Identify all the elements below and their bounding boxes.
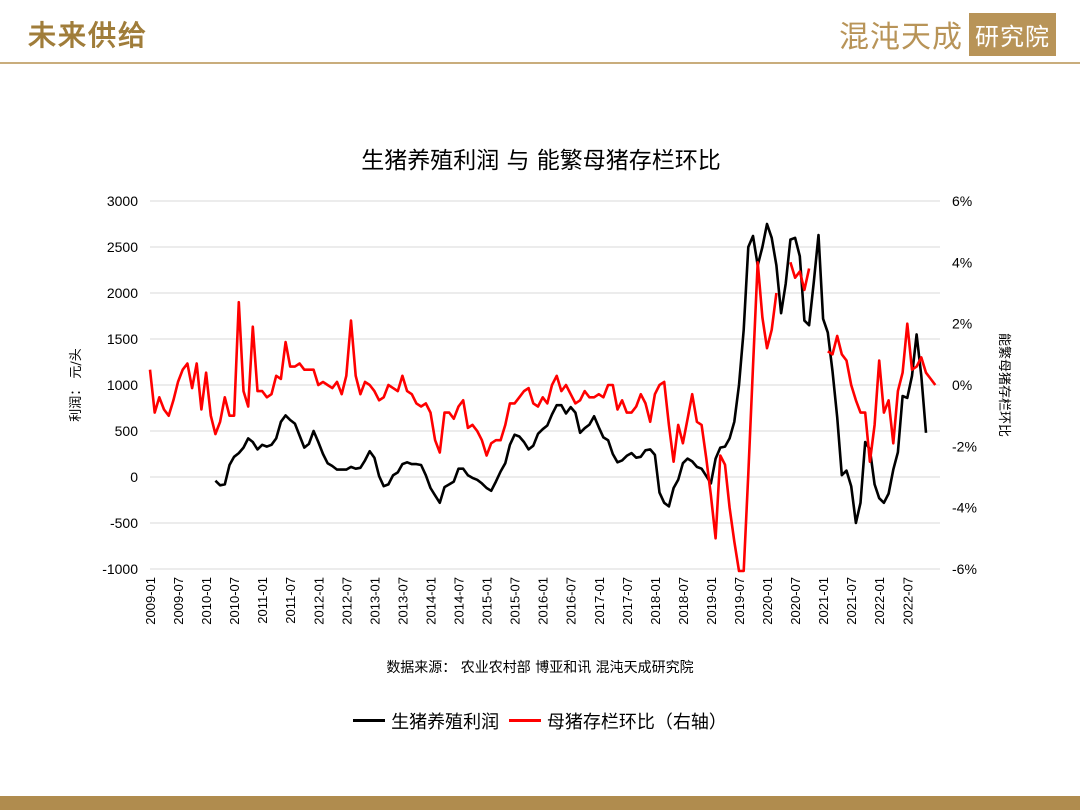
y-right-tick-label: 2% [952, 316, 972, 332]
logo-box-text: 研究院 [969, 12, 1056, 56]
y-left-tick-label: 1500 [107, 331, 138, 347]
source-note: 数据来源： 农业农村部 博亚和讯 混沌天成研究院 [386, 660, 694, 676]
legend-item-profit: 生猪养殖利润 [353, 708, 499, 734]
x-tick-label: 2015-07 [508, 577, 523, 625]
line-chart: 生猪养殖利润 与 能繁母猪存栏环比 3000 2500 2000 1500 1000 50… [69, 148, 1012, 625]
header-divider [0, 62, 1080, 64]
legend-swatch-sow [508, 719, 541, 722]
gridlines [150, 200, 940, 570]
company-logo: 混沌天成 研究院 [839, 12, 1056, 56]
x-tick-label: 2010-01 [199, 577, 214, 625]
series-line-profit [214, 222, 928, 525]
x-tick-label: 2021-07 [844, 577, 859, 625]
x-tick-label: 2014-01 [423, 577, 438, 625]
y-axis-right-label: 能繁母猪存栏环比 [996, 333, 1012, 437]
x-tick-label: 2017-01 [592, 577, 607, 625]
y-axis-left-label: 利润： 元/头 [69, 348, 84, 422]
y-left-tick-label: 0 [130, 469, 138, 485]
x-tick-label: 2018-01 [648, 577, 663, 625]
x-tick-label: 2016-07 [564, 577, 579, 625]
x-tick-label: 2020-01 [760, 577, 775, 625]
x-tick-label: 2014-07 [452, 577, 467, 625]
y-right-tick-label: 6% [952, 193, 972, 209]
x-tick-label: 2022-07 [900, 577, 915, 625]
series-line-sow [789, 261, 811, 292]
y-right-tick-label: 4% [952, 254, 972, 270]
y-left-tick-label: 2500 [107, 239, 138, 255]
x-tick-label: 2015-01 [480, 577, 495, 625]
legend-label-sow: 母猪存栏环比（右轴） [546, 711, 727, 733]
x-tick-label: 2016-01 [536, 577, 551, 625]
y-axis-right: 6% 4% 2% 0% -2% -4% -6% [952, 193, 977, 577]
y-left-tick-label: 1000 [107, 377, 138, 393]
x-axis: 2009-01 2009-07 2010-01 2010-07 2011-01 2011-… [143, 577, 915, 625]
y-left-tick-label: -1000 [102, 561, 138, 577]
series-line-sow [148, 260, 778, 573]
x-tick-label: 2012-07 [339, 577, 354, 625]
y-right-tick-label: -4% [952, 500, 977, 516]
x-tick-label: 2011-07 [283, 577, 298, 624]
legend-swatch-profit [353, 719, 386, 722]
legend-label-profit: 生猪养殖利润 [391, 711, 500, 733]
x-tick-label: 2018-07 [676, 577, 691, 625]
x-tick-label: 2013-07 [395, 577, 410, 625]
x-tick-label: 2012-01 [311, 577, 326, 625]
x-tick-label: 2009-01 [143, 577, 158, 625]
footer-bar [0, 796, 1080, 810]
y-left-tick-label: 3000 [107, 193, 138, 209]
y-axis-left: 3000 2500 2000 1500 1000 500 0 -500 -1000 [102, 193, 138, 577]
x-tick-label: 2017-07 [620, 577, 635, 625]
y-right-tick-label: 0% [952, 377, 972, 393]
y-right-tick-label: -2% [952, 438, 977, 454]
x-tick-label: 2011-01 [255, 577, 270, 624]
x-tick-label: 2009-07 [171, 577, 186, 625]
page-title: 未来供给 [28, 19, 149, 52]
series-lines [148, 222, 937, 573]
x-tick-label: 2022-01 [872, 577, 887, 625]
chart-legend: 生猪养殖利润 母猪存栏环比（右轴） [0, 706, 1080, 734]
y-left-tick-label: 500 [115, 423, 139, 439]
legend-item-sow: 母猪存栏环比（右轴） [508, 708, 727, 734]
x-tick-label: 2019-07 [732, 577, 747, 625]
series-line-sow [827, 322, 937, 464]
x-tick-label: 2010-07 [227, 577, 242, 625]
x-tick-label: 2019-01 [704, 577, 719, 625]
chart-title: 生猪养殖利润 与 能繁母猪存栏环比 [361, 148, 721, 174]
logo-main-text: 混沌天成 [839, 20, 963, 55]
x-tick-label: 2020-07 [788, 577, 803, 625]
x-tick-label: 2021-01 [816, 577, 831, 625]
y-left-tick-label: -500 [110, 515, 138, 531]
y-right-tick-label: -6% [952, 561, 977, 577]
y-left-tick-label: 2000 [107, 285, 138, 301]
x-tick-label: 2013-01 [367, 577, 382, 625]
